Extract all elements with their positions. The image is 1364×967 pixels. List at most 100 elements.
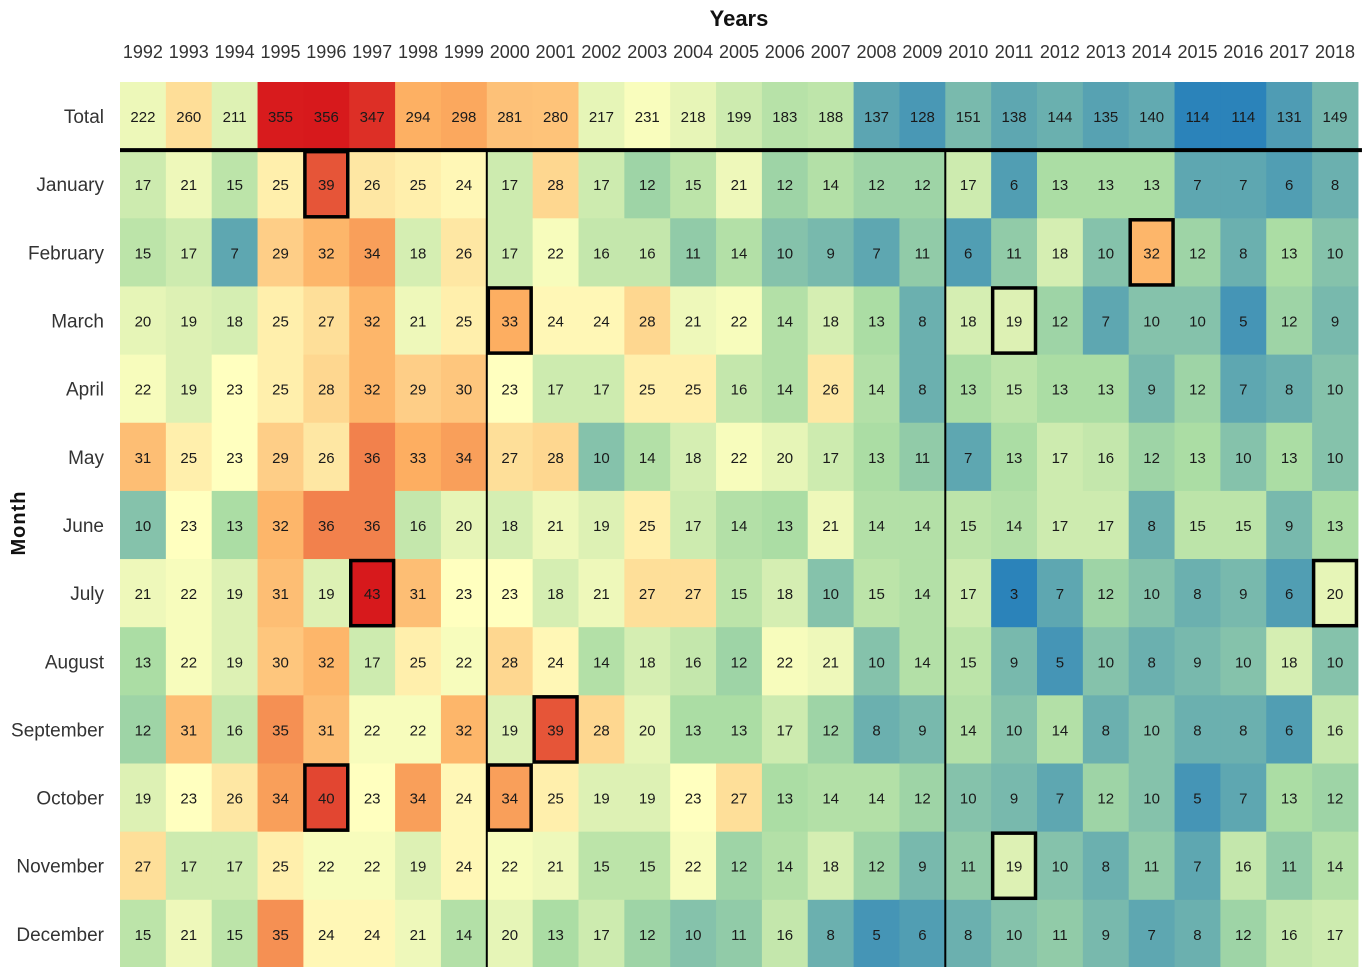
cell-label-may-2015: 13 <box>1189 450 1206 467</box>
cell-label-december-1993: 21 <box>180 927 197 944</box>
cell-label-january-1996: 39 <box>318 177 335 194</box>
cell-label-january-1999: 24 <box>456 177 473 194</box>
x-tick-label-2012: 2012 <box>1040 42 1080 62</box>
cell-label-june-1993: 23 <box>180 518 197 535</box>
cell-label-june-2015: 15 <box>1189 518 1206 535</box>
cell-label-may-2007: 17 <box>822 450 839 467</box>
cell-label-august-2011: 9 <box>1010 654 1018 671</box>
x-tick-label-1993: 1993 <box>169 42 209 62</box>
cell-label-march-2003: 28 <box>639 314 656 331</box>
cell-label-may-2016: 10 <box>1235 450 1252 467</box>
cell-label-june-2008: 14 <box>868 518 885 535</box>
cell-label-may-2010: 7 <box>964 450 972 467</box>
x-tick-label-1996: 1996 <box>306 42 346 62</box>
cell-label-january-2016: 7 <box>1239 177 1247 194</box>
cell-label-total-1996: 356 <box>314 109 339 126</box>
cell-label-november-2004: 22 <box>685 859 702 876</box>
cell-label-december-1995: 35 <box>272 927 289 944</box>
cell-label-july-2018: 20 <box>1327 586 1344 603</box>
cell-label-august-1997: 17 <box>364 654 381 671</box>
x-tick-label-2002: 2002 <box>581 42 621 62</box>
cell-label-may-2000: 27 <box>501 450 518 467</box>
cell-label-may-2003: 14 <box>639 450 656 467</box>
cell-label-february-2002: 16 <box>593 245 610 262</box>
cell-label-february-2012: 18 <box>1052 245 1069 262</box>
cell-label-may-2011: 13 <box>1006 450 1023 467</box>
cell-label-february-2015: 12 <box>1189 245 1206 262</box>
cell-label-november-2015: 7 <box>1193 859 1201 876</box>
cell-label-december-2009: 6 <box>918 927 926 944</box>
cell-label-april-1998: 29 <box>410 382 427 399</box>
cell-label-march-2013: 7 <box>1102 314 1110 331</box>
cell-label-july-1998: 31 <box>410 586 427 603</box>
x-tick-label-1997: 1997 <box>352 42 392 62</box>
cell-label-july-2012: 7 <box>1056 586 1064 603</box>
cell-label-september-2010: 14 <box>960 722 977 739</box>
cell-label-march-1999: 25 <box>456 314 473 331</box>
cell-label-august-1993: 22 <box>180 654 197 671</box>
cell-label-september-2005: 13 <box>731 722 748 739</box>
cell-label-october-1995: 34 <box>272 791 289 808</box>
cell-label-total-2000: 281 <box>497 109 522 126</box>
cell-label-august-1992: 13 <box>135 654 152 671</box>
x-tick-label-2010: 2010 <box>948 42 988 62</box>
cell-label-june-2005: 14 <box>731 518 748 535</box>
y-tick-label-november: November <box>16 857 104 878</box>
cell-label-august-2003: 18 <box>639 654 656 671</box>
cell-label-february-2004: 11 <box>685 245 701 262</box>
cell-label-january-2017: 6 <box>1285 177 1293 194</box>
cell-label-july-2001: 18 <box>547 586 564 603</box>
y-tick-label-september: September <box>11 720 105 741</box>
cell-label-march-1994: 18 <box>226 314 243 331</box>
cell-label-june-2000: 18 <box>501 518 518 535</box>
cell-label-april-1994: 23 <box>226 382 243 399</box>
cell-label-april-2005: 16 <box>731 382 748 399</box>
cell-label-september-2001: 39 <box>547 722 564 739</box>
cell-label-august-2004: 16 <box>685 654 702 671</box>
cell-label-october-2018: 12 <box>1327 791 1344 808</box>
cell-label-october-2000: 34 <box>501 791 518 808</box>
cell-label-total-2009: 128 <box>910 109 935 126</box>
cell-label-october-2015: 5 <box>1193 791 1201 808</box>
cell-label-october-2009: 12 <box>914 791 931 808</box>
cell-label-total-1992: 222 <box>130 109 155 126</box>
cell-label-august-2013: 10 <box>1097 654 1114 671</box>
cell-label-march-1993: 19 <box>180 314 197 331</box>
cell-label-december-2003: 12 <box>639 927 656 944</box>
cell-label-june-2012: 17 <box>1052 518 1069 535</box>
y-tick-label-april: April <box>66 380 104 401</box>
cell-label-may-2013: 16 <box>1097 450 1114 467</box>
y-tick-label-october: October <box>36 789 104 810</box>
cell-label-august-2005: 12 <box>731 654 748 671</box>
cell-label-december-1997: 24 <box>364 927 381 944</box>
cell-label-september-2000: 19 <box>501 722 518 739</box>
cell-label-july-2006: 18 <box>776 586 793 603</box>
cell-label-december-2005: 11 <box>731 927 747 944</box>
cell-label-total-2010: 151 <box>956 109 981 126</box>
cell-label-september-2008: 8 <box>872 722 880 739</box>
cell-label-february-1997: 34 <box>364 245 381 262</box>
cell-label-april-2001: 17 <box>547 382 564 399</box>
cell-label-march-2002: 24 <box>593 314 610 331</box>
cell-label-january-2018: 8 <box>1331 177 1339 194</box>
x-tick-label-1994: 1994 <box>215 42 255 62</box>
cell-label-january-1998: 25 <box>410 177 427 194</box>
cell-label-july-1997: 43 <box>364 586 381 603</box>
cell-label-september-2015: 8 <box>1193 722 1201 739</box>
cell-label-august-1996: 32 <box>318 654 335 671</box>
cell-label-august-2014: 8 <box>1147 654 1155 671</box>
cell-label-july-2003: 27 <box>639 586 656 603</box>
x-tick-label-2015: 2015 <box>1177 42 1217 62</box>
cell-label-november-1993: 17 <box>180 859 197 876</box>
cell-label-december-2017: 16 <box>1281 927 1298 944</box>
cell-label-march-1998: 21 <box>410 314 427 331</box>
cell-label-march-1997: 32 <box>364 314 381 331</box>
cell-label-february-2013: 10 <box>1097 245 1114 262</box>
cell-label-december-2012: 11 <box>1052 927 1068 944</box>
cell-label-november-1994: 17 <box>226 859 243 876</box>
cell-label-march-2010: 18 <box>960 314 977 331</box>
cell-label-february-2000: 17 <box>501 245 518 262</box>
cell-label-december-2018: 17 <box>1327 927 1344 944</box>
cell-label-total-2016: 114 <box>1231 109 1255 126</box>
cell-label-july-2004: 27 <box>685 586 702 603</box>
